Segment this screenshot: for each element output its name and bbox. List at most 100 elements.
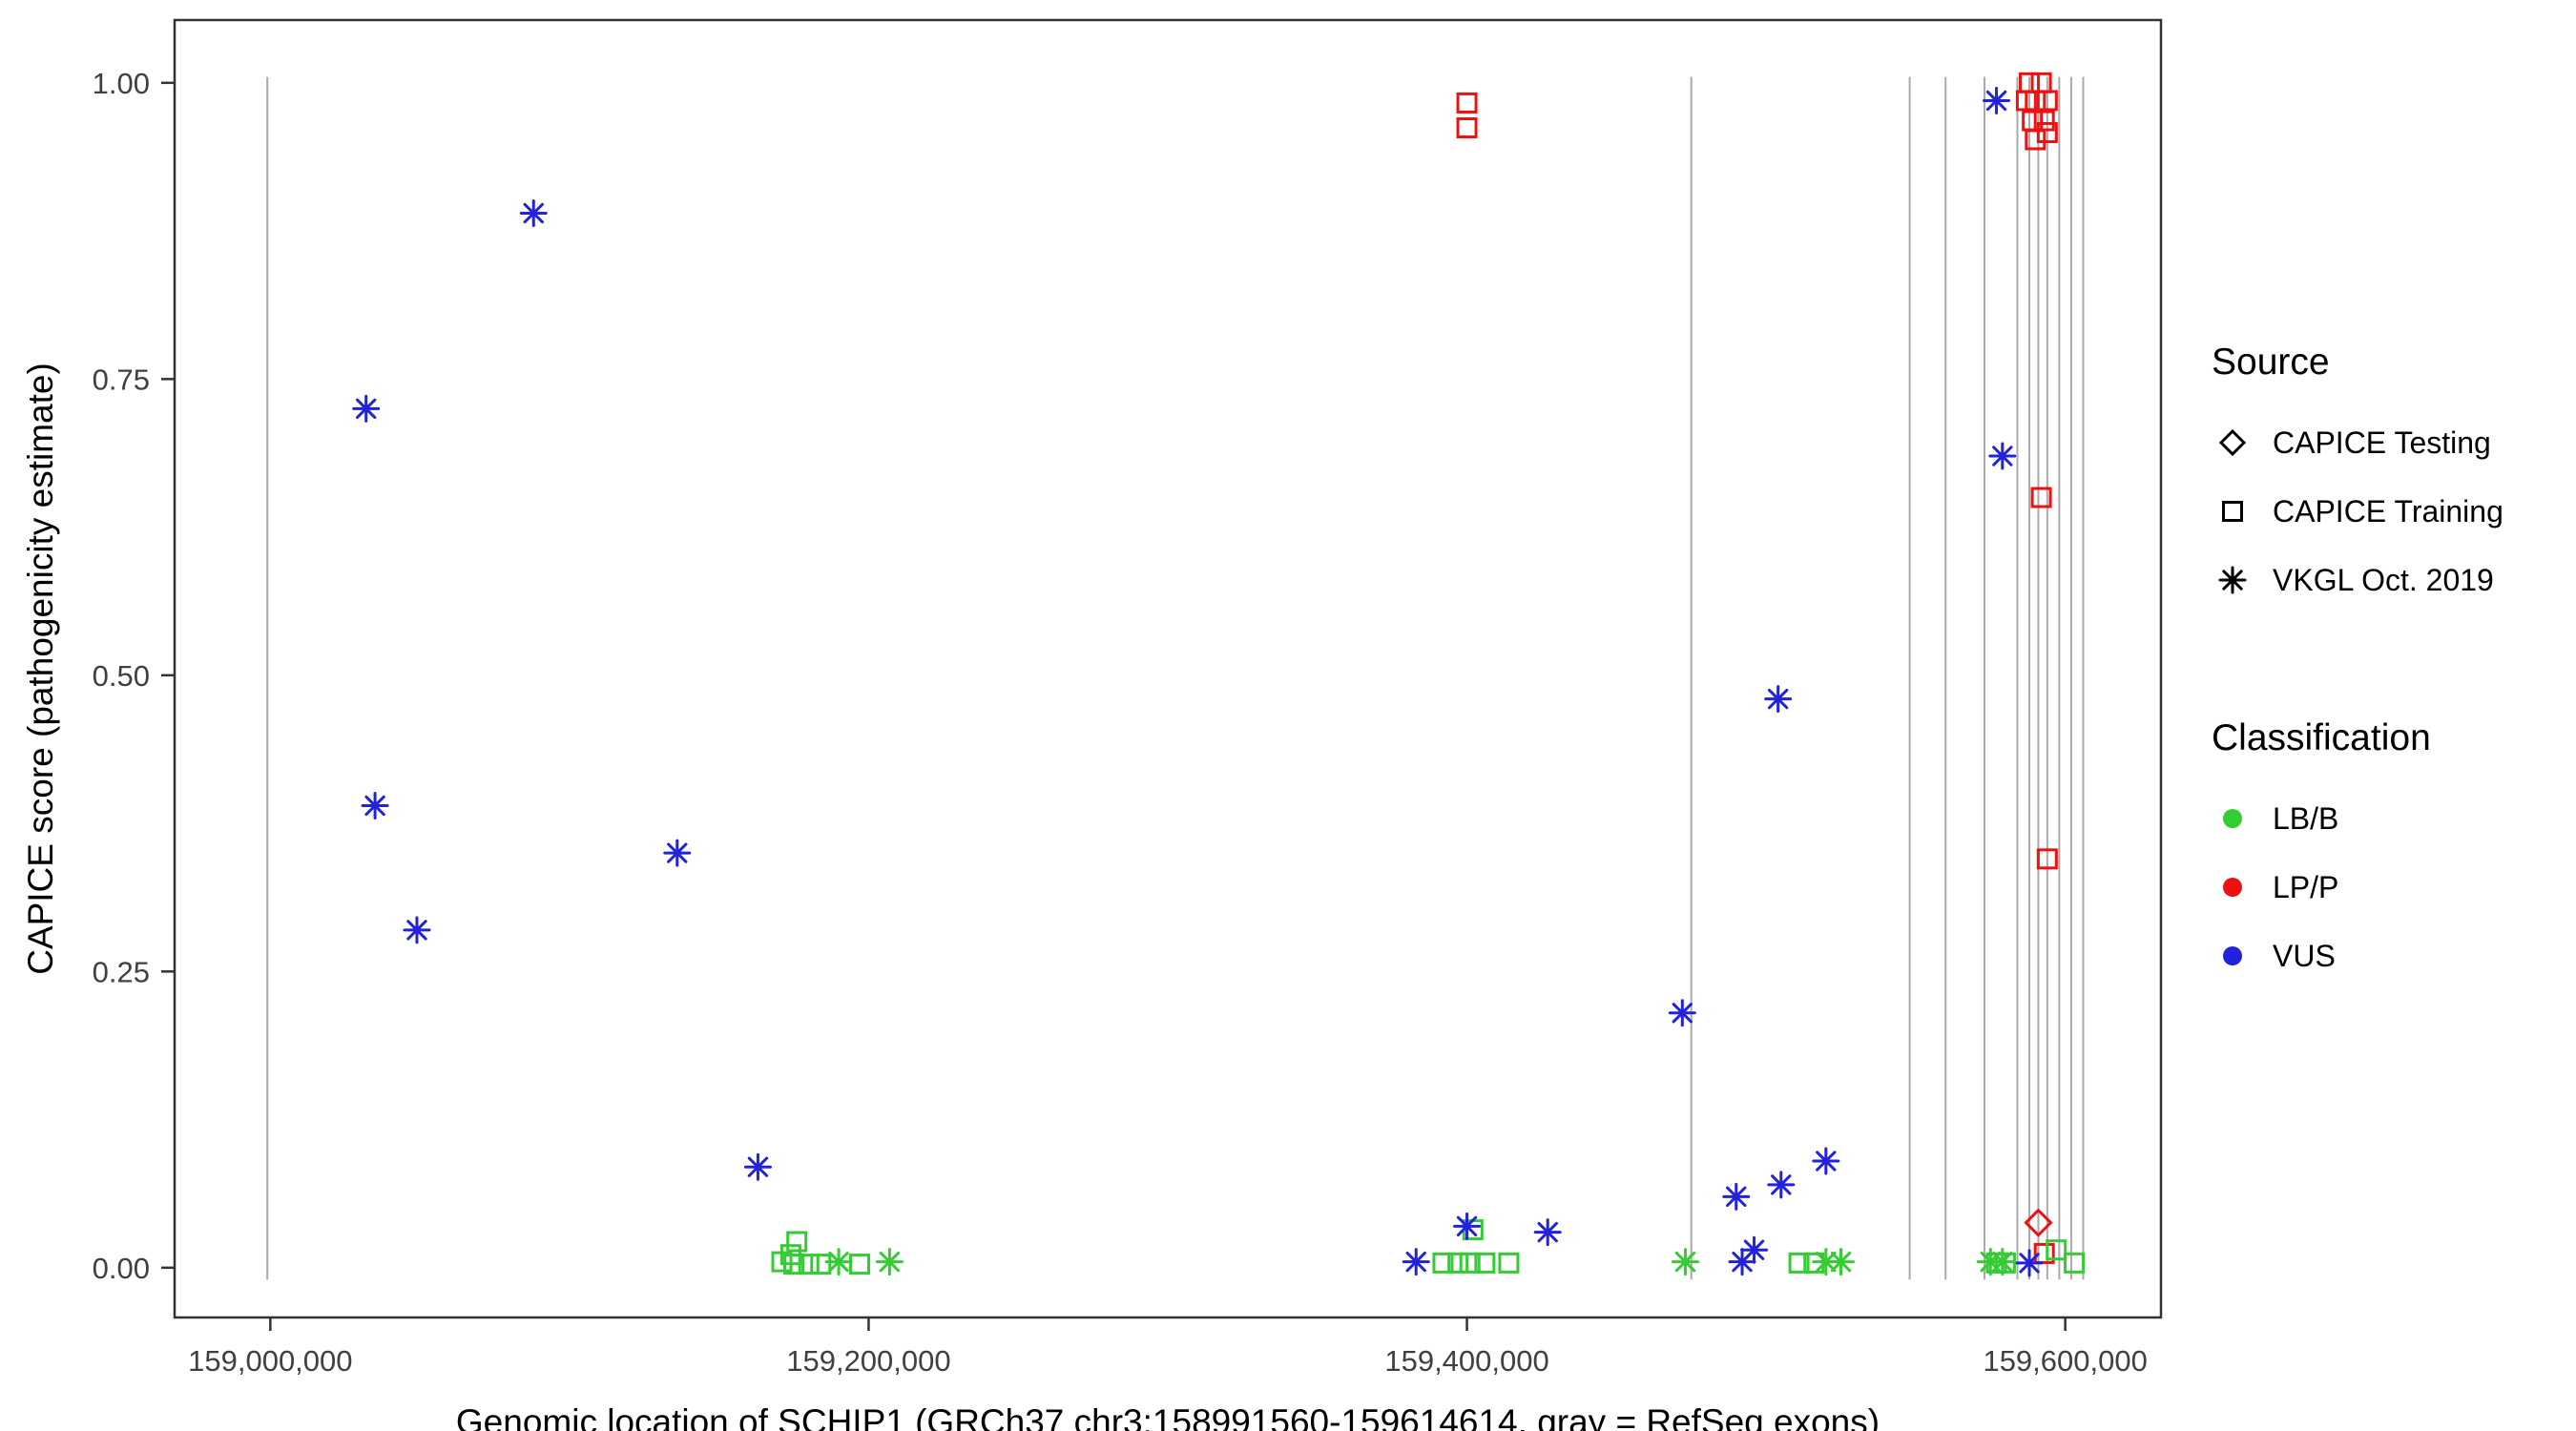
data-point [1447,1252,1469,1274]
circle-icon [2212,866,2254,908]
legend-source-items: CAPICE Testing CAPICE Training VKGL Oct. 2… [2212,408,2574,614]
circle-dot [2223,946,2242,965]
data-point [2030,487,2052,508]
circle-dot [2223,878,2242,897]
data-point [361,791,389,819]
data-point [1983,86,2011,114]
y-tick-label: 0.75 [93,363,150,396]
square-outline [2033,1242,2055,1264]
x-axis: 159,000,000 159,200,000 159,400,000 159,600… [188,1317,2148,1378]
asterisk-stroke [364,795,385,817]
diamond-outline [2024,1208,2053,1237]
circle-dot [2223,809,2242,828]
square-outline [1788,1252,1810,1274]
legend-group-source: Source CAPICE Testing CAPICE Training VKGL… [2212,342,2574,614]
panel-border [173,18,2163,1319]
square-outline [1432,1252,1454,1274]
data-point [1788,1252,1810,1274]
square-outline [2036,90,2058,112]
legend-item-label: LP/P [2273,869,2339,904]
legend-item-capice-testing: CAPICE Testing [2212,408,2574,477]
asterisk-marker-icon [2218,566,2247,594]
data-point [2015,1249,2044,1277]
data-point [1988,442,2017,470]
square-outline [810,1254,832,1275]
series-vkgl-oct-2019-vus [352,86,2044,1277]
x-tick-label: 159,000,000 [188,1344,352,1378]
data-point [743,1152,772,1181]
data-point [1432,1252,1454,1274]
circle-icon [2212,935,2254,977]
series-capice-training-lb-b [771,1219,2086,1275]
x-tick-label: 159,200,000 [786,1344,950,1378]
legend: Source CAPICE Testing CAPICE Training VKGL… [2212,342,2574,990]
data-point [1826,1248,1855,1276]
square-outline [798,1254,820,1275]
square-outline [2030,487,2052,508]
legend-group-classification: Classification LB/B LP/P VUS [2212,717,2574,990]
data-point [1498,1252,1520,1274]
legend-item-vus: VUS [2212,922,2574,990]
asterisk-stroke [1771,1174,1792,1195]
square-outline [2036,848,2058,870]
diamond-marker-icon [2218,428,2247,457]
data-point [1456,117,1478,139]
data-point [1402,1248,1430,1276]
asterisk-stroke [1405,1251,1426,1273]
legend-item-label: CAPICE Training [2273,493,2503,529]
asterisk-stroke [879,1251,901,1273]
data-point [1740,1235,1769,1264]
series-capice-testing-lp-p [2024,1208,2053,1237]
data-point [1812,1248,1840,1276]
data-point [352,394,381,423]
asterisk-stroke [1537,1221,1558,1243]
data-point [1456,92,1478,114]
data-point [810,1254,832,1275]
square-icon [2212,490,2254,532]
data-point [2033,1242,2055,1264]
asterisk-stroke [1743,1239,1765,1260]
square-outline [2046,1239,2067,1261]
data-point [824,1248,853,1276]
data-point [519,198,548,227]
asterisk-stroke [667,842,688,863]
diamond-outline [2218,428,2247,457]
y-axis: 0.00 0.25 0.50 0.75 1.00 [93,67,175,1285]
data-point [2036,90,2058,112]
legend-item-label: VKGL Oct. 2019 [2273,562,2494,597]
square-outline [2025,129,2046,151]
y-tick-label: 0.00 [93,1252,150,1285]
data-point [1533,1218,1562,1247]
data-point [2064,1252,2086,1274]
square-outline [1498,1252,1520,1274]
data-point [1988,1248,2017,1276]
y-tick-label: 1.00 [93,67,150,100]
square-outline [2064,1252,2086,1274]
data-point [1459,1252,1481,1274]
circle-marker-icon [2223,946,2242,965]
data-point [1767,1171,1796,1199]
asterisk-stroke [1672,1003,1693,1024]
asterisk-stroke [1992,1251,2013,1273]
data-point [783,1254,805,1275]
asterisk-stroke [1726,1186,1747,1208]
square-outline [1459,1252,1481,1274]
asterisk-stroke [355,398,377,420]
data-point [2046,1239,2067,1261]
square-outline [1447,1252,1469,1274]
data-point [849,1254,871,1275]
legend-classification-title: Classification [2212,717,2431,758]
data-point [2025,129,2046,151]
circle-marker-icon [2223,809,2242,828]
data-point [1722,1182,1751,1211]
square-outline [786,1231,808,1253]
asterisk-stroke [1816,1251,1837,1273]
asterisk-stroke [2222,570,2243,591]
asterisk-stroke [1456,1215,1478,1237]
data-point [2024,1208,2053,1237]
data-point [1453,1212,1482,1240]
square-outline [1456,117,1478,139]
series-vkgl-oct-2019-lb-b [824,1248,2017,1276]
data-point [875,1248,904,1276]
